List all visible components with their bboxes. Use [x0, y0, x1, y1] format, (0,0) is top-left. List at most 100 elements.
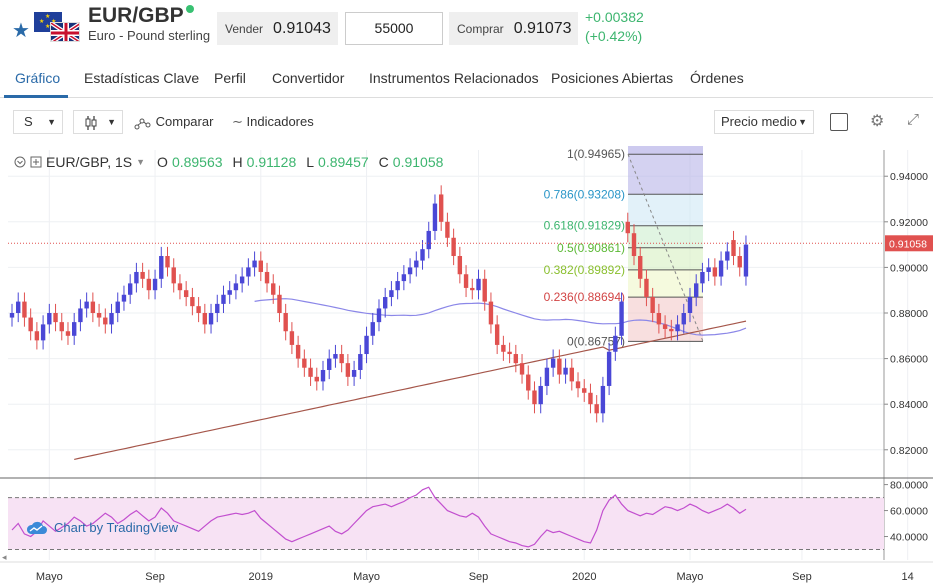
candle-body [383, 297, 388, 309]
candle-body [239, 276, 245, 284]
candle-body [246, 267, 251, 277]
candle-body [221, 294, 226, 304]
candle-body [681, 313, 686, 325]
candle-body [451, 237, 456, 257]
candle-body [333, 354, 338, 359]
open-label: O [157, 154, 168, 170]
candle-body [737, 256, 742, 268]
currency-flags-icon: ★★★★ [34, 8, 84, 44]
candle-body [302, 358, 307, 368]
x-tick-label: Mayo [36, 571, 63, 583]
gear-icon[interactable]: ⚙ [870, 113, 885, 130]
rsi-band [8, 497, 884, 550]
buy-button[interactable]: Comprar 0.91073 [449, 12, 578, 45]
candle-body [277, 294, 282, 313]
price-mode-select[interactable]: Precio medio ▼ [714, 110, 814, 134]
candle-body [420, 249, 425, 261]
tab-convertidor[interactable]: Convertidor [272, 70, 345, 86]
candle-body [53, 313, 58, 323]
candle-body [501, 344, 506, 352]
candle-body [544, 367, 550, 386]
candle-body [706, 267, 711, 272]
favorite-star-icon[interactable]: ★ [12, 20, 30, 42]
compare-button[interactable]: Comparar [134, 111, 213, 133]
y-tick-label: 0.92000 [890, 217, 928, 229]
candle-body [22, 301, 27, 318]
candle-body [140, 271, 145, 279]
candle-body [557, 358, 562, 375]
candle-body [457, 256, 463, 275]
tradingview-watermark[interactable]: Chart by TradingView [26, 520, 178, 535]
moving-average-40-line [254, 298, 747, 336]
candle-body [488, 301, 494, 325]
candle-body [470, 287, 475, 291]
add-symbol-icon[interactable] [30, 156, 42, 168]
candle-body [177, 283, 183, 291]
tab-estadisticas-clave[interactable]: Estadísticas Clave [84, 70, 200, 86]
candle-body [644, 278, 649, 298]
candle-body [121, 294, 127, 302]
candle-body [28, 317, 33, 332]
x-tick-label: 2020 [572, 571, 596, 583]
tab-ordenes[interactable]: Órdenes [690, 70, 744, 86]
candle-body [327, 358, 332, 370]
candle-body [364, 335, 369, 355]
interval-select[interactable]: S ▼ [13, 110, 63, 134]
candle-body [619, 301, 624, 336]
candle-body [339, 354, 344, 364]
high-label: H [232, 154, 243, 170]
y-tick-label: 0.94000 [890, 171, 928, 183]
candle-body [432, 203, 438, 231]
candle-body [656, 313, 662, 325]
candle-body [563, 367, 568, 375]
fullscreen-toggle-icon[interactable] [830, 113, 848, 131]
tab-instrumentos-relacionados[interactable]: Instrumentos Relacionados [369, 70, 539, 86]
candle-body [438, 194, 444, 222]
amount-input[interactable]: 55000 [345, 12, 443, 45]
fib-level-label: 0.618(0.91829) [544, 219, 625, 233]
low-label: L [306, 154, 315, 170]
chart-type-select[interactable]: ▼ [73, 110, 123, 134]
sell-button[interactable]: Vender 0.91043 [217, 12, 338, 45]
tab-perfil[interactable]: Perfil [214, 70, 246, 86]
x-tick-label: 2019 [249, 571, 273, 583]
close-value: 0.91058 [392, 154, 444, 170]
watermark-text: Chart by TradingView [54, 520, 179, 535]
chart-background [8, 150, 884, 486]
candle-body [712, 267, 718, 277]
candle-body [227, 290, 232, 295]
chevron-down-icon: ▼ [107, 117, 116, 127]
tab-grafico[interactable]: Gráfico [15, 70, 61, 86]
candle-body [183, 290, 189, 298]
candle-body [731, 240, 736, 257]
candle-body [550, 358, 556, 368]
candle-body [476, 278, 481, 291]
candle-body [215, 303, 220, 313]
high-value: 0.91128 [246, 154, 297, 170]
price-chart[interactable]: Mayo Sep 2019 Mayo Sep 2020 Mayo Sep 14 0.94000 0.… [0, 142, 933, 586]
x-tick-label: Sep [792, 571, 812, 583]
candle-body [159, 256, 164, 279]
rsi-tick-label: 60.0000 [890, 506, 928, 518]
expand-icon[interactable]: ⤢ [907, 111, 920, 128]
candle-body [152, 278, 158, 291]
indicators-button[interactable]: ∼ Indicadores [232, 111, 314, 133]
candle-body [675, 324, 680, 332]
chevron-down-icon: ▼ [47, 117, 56, 127]
buy-label: Comprar [457, 21, 504, 36]
candle-body [482, 278, 487, 302]
tab-posiciones-abiertas[interactable]: Posiciones Abiertas [551, 70, 674, 86]
fib-zone [628, 225, 703, 248]
y-tick-label: 0.82000 [890, 445, 928, 457]
close-label: C [378, 154, 389, 170]
candle-body [638, 256, 643, 279]
fib-level-label: 0.382(0.89892) [544, 263, 625, 277]
rsi-tick-label: 40.0000 [890, 532, 928, 544]
compare-label: Comparar [155, 114, 214, 129]
candle-body [389, 290, 394, 298]
candle-body [115, 301, 120, 313]
candle-body [9, 313, 15, 318]
collapse-icon[interactable] [14, 156, 26, 168]
chevron-down-icon[interactable]: ▼ [136, 157, 146, 167]
price-change: +0.00382 [585, 9, 644, 25]
